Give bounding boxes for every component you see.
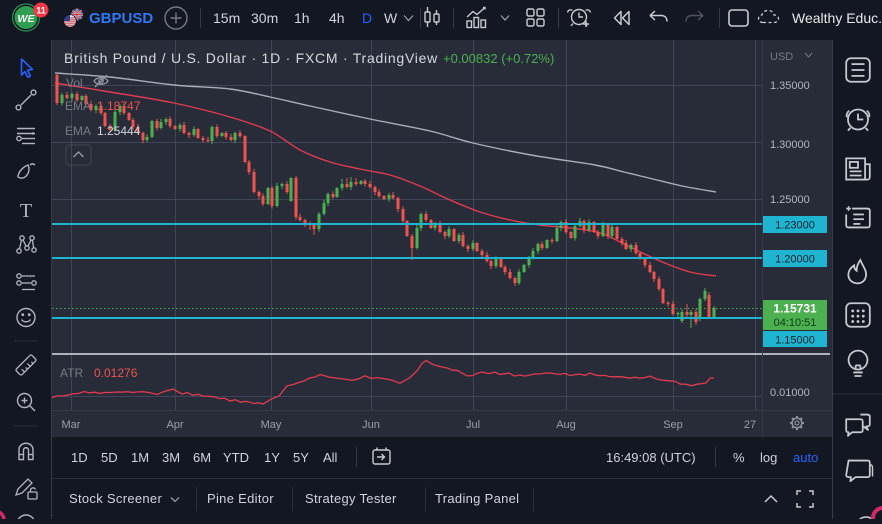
svg-text:WE: WE (18, 13, 36, 25)
svg-text:1.15731: 1.15731 (773, 302, 817, 316)
svg-text:15m: 15m (213, 10, 240, 26)
svg-text:T: T (20, 200, 32, 222)
svg-text:+0.00832 (+0.72%): +0.00832 (+0.72%) (443, 51, 554, 66)
svg-text:D: D (362, 10, 372, 26)
svg-text:EMA: EMA (65, 99, 91, 113)
svg-text:Apr: Apr (166, 419, 183, 431)
svg-text:GBPUSD: GBPUSD (89, 10, 153, 27)
svg-text:Aug: Aug (556, 419, 576, 431)
svg-text:1.20000: 1.20000 (775, 254, 815, 266)
svg-text:Jul: Jul (466, 419, 480, 431)
svg-text:4h: 4h (329, 10, 345, 26)
svg-text:W: W (384, 10, 398, 26)
svg-text:Wealthy Educ...: Wealthy Educ... (792, 10, 882, 26)
svg-text:11: 11 (36, 6, 46, 16)
svg-text:1.35000: 1.35000 (770, 80, 810, 92)
svg-text:Vol: Vol (66, 76, 83, 90)
svg-text:1.25444: 1.25444 (97, 124, 141, 138)
svg-text:Sep: Sep (663, 419, 683, 431)
svg-text:30m: 30m (251, 10, 278, 26)
svg-text:Jun: Jun (362, 419, 380, 431)
svg-text:1.30000: 1.30000 (770, 139, 810, 151)
svg-text:04:10:51: 04:10:51 (774, 317, 817, 329)
svg-text:British Pound / U.S. Dollar ·: British Pound / U.S. Dollar · 1D · FXCM … (64, 50, 438, 66)
svg-text:EMA: EMA (65, 124, 91, 138)
svg-text:1.25000: 1.25000 (770, 194, 810, 206)
svg-text:0.01000: 0.01000 (770, 387, 810, 399)
svg-text:May: May (261, 419, 282, 431)
svg-text:1.15000: 1.15000 (775, 335, 815, 347)
svg-text:USD: USD (770, 51, 793, 63)
svg-text:Mar: Mar (62, 419, 81, 431)
svg-text:ATR: ATR (60, 366, 83, 380)
svg-text:1.18747: 1.18747 (97, 99, 141, 113)
svg-text:1h: 1h (294, 10, 310, 26)
svg-text:0.01276: 0.01276 (94, 366, 138, 380)
svg-text:27: 27 (744, 419, 756, 431)
svg-text:1.23000: 1.23000 (775, 220, 815, 232)
